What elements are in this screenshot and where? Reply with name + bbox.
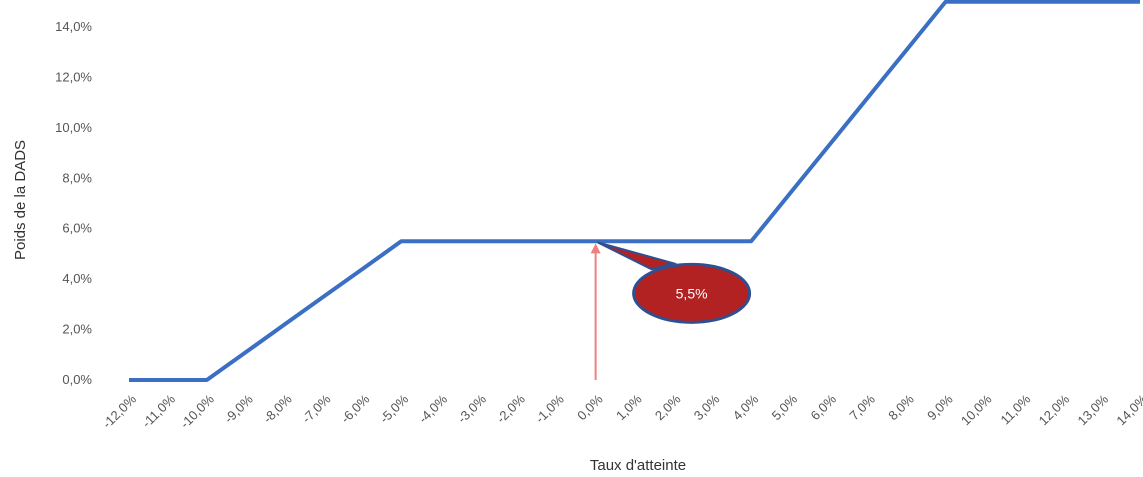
y-tick-label: 6,0% [62,221,92,236]
series-points [127,0,1142,382]
x-tick-label: -3,0% [454,391,489,426]
y-tick-label: 14,0% [55,19,92,34]
y-tick-label: 10,0% [55,120,92,135]
x-tick-label: -1,0% [532,391,567,426]
x-tick-label: 3,0% [691,391,723,423]
x-tick-label: -8,0% [260,391,295,426]
x-tick-label: 9,0% [924,391,956,423]
x-tick-label: -6,0% [338,391,373,426]
x-tick-label: 11,0% [997,391,1033,427]
y-tick-label: 12,0% [55,69,92,84]
x-tick-label: -11,0% [139,391,178,430]
x-tick-label: -10,0% [177,391,217,431]
x-tick-label: -2,0% [493,391,528,426]
x-tick-label: 10,0% [958,391,995,428]
y-tick-label: 2,0% [62,322,92,337]
x-tick-label: -5,0% [377,391,412,426]
x-tick-label: 12,0% [1036,391,1073,428]
x-tick-label: -7,0% [299,391,334,426]
series-line [129,0,1140,382]
y-axis-ticks: 0,0% 2,0% 4,0% 6,0% 8,0% 10,0% 12,0% 14,0% [55,19,92,387]
x-tick-label: 13,0% [1075,391,1112,428]
x-tick-label: 14,0% [1113,391,1143,428]
x-tick-label: 4,0% [730,391,762,423]
y-axis-label: Poids de la DADS [12,140,29,260]
y-tick-label: 0,0% [62,372,92,387]
x-tick-label: -4,0% [416,391,451,426]
x-axis-ticks: -12,0% -11,0% -10,0% -9,0% -8,0% -7,0% -6,0% -5… [99,391,1143,431]
annotation-arrow-head [590,243,601,254]
x-tick-label: -12,0% [99,391,139,431]
x-tick-label: 5,0% [769,391,801,423]
x-tick-label: 6,0% [807,391,839,423]
x-tick-label: 0,0% [574,391,606,423]
x-axis-label: Taux d'atteinte [590,457,686,474]
x-tick-label: 7,0% [846,391,878,423]
x-tick-label: 8,0% [885,391,917,423]
x-tick-label: -9,0% [221,391,256,426]
y-tick-label: 4,0% [62,271,92,286]
callout-label: 5,5% [676,285,708,301]
y-tick-label: 8,0% [62,170,92,185]
x-tick-label: 1,0% [613,391,645,423]
callout-pointer [597,241,678,271]
callout-bubble [632,262,752,324]
x-tick-label: 2,0% [652,391,684,423]
